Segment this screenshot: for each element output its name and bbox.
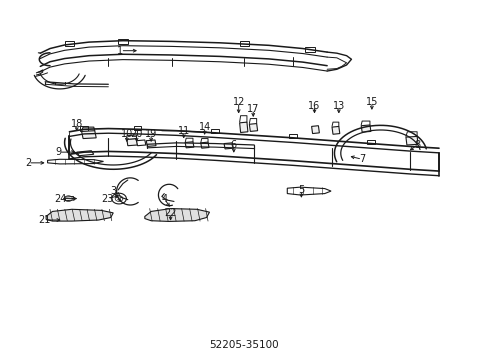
Text: 23: 23 (101, 194, 113, 203)
Text: 52205-35100: 52205-35100 (209, 340, 279, 350)
Text: 8: 8 (413, 140, 419, 150)
Polygon shape (305, 48, 314, 52)
Polygon shape (331, 126, 339, 134)
Text: 11: 11 (177, 126, 189, 136)
Text: 10: 10 (121, 129, 133, 139)
Polygon shape (201, 142, 208, 148)
Text: 2: 2 (25, 158, 31, 168)
Polygon shape (77, 151, 94, 156)
Polygon shape (249, 123, 257, 131)
Polygon shape (47, 159, 103, 164)
Text: 24: 24 (54, 194, 67, 203)
Text: 21: 21 (38, 215, 50, 225)
Text: 6: 6 (230, 140, 236, 150)
Text: 13: 13 (332, 101, 344, 111)
Text: 15: 15 (365, 97, 377, 107)
Polygon shape (211, 129, 219, 133)
Text: 18: 18 (70, 118, 82, 129)
Text: 19: 19 (145, 129, 157, 139)
Polygon shape (146, 140, 156, 147)
Polygon shape (288, 134, 296, 138)
Text: 22: 22 (164, 208, 177, 218)
Polygon shape (311, 126, 319, 134)
Text: 7: 7 (358, 154, 365, 164)
Text: 9: 9 (56, 147, 61, 157)
Polygon shape (80, 126, 88, 131)
Text: 3: 3 (110, 186, 116, 197)
Text: 14: 14 (198, 122, 210, 132)
Polygon shape (361, 125, 370, 132)
Polygon shape (133, 126, 141, 130)
Polygon shape (126, 139, 137, 146)
Text: 17: 17 (246, 104, 259, 114)
Polygon shape (64, 41, 74, 46)
Polygon shape (126, 135, 136, 139)
Polygon shape (405, 136, 417, 145)
Polygon shape (64, 197, 74, 201)
Text: 12: 12 (232, 97, 244, 107)
Polygon shape (239, 122, 247, 132)
Text: 20: 20 (130, 129, 142, 139)
Text: 1: 1 (117, 46, 123, 56)
Text: 16: 16 (308, 101, 320, 111)
Polygon shape (366, 140, 374, 144)
Polygon shape (46, 209, 113, 221)
Polygon shape (185, 142, 194, 148)
Polygon shape (144, 208, 209, 221)
Polygon shape (224, 143, 233, 149)
Polygon shape (239, 41, 249, 46)
Polygon shape (118, 39, 127, 44)
Polygon shape (287, 187, 330, 195)
Text: 5: 5 (298, 185, 304, 195)
Text: 4: 4 (161, 194, 167, 203)
Polygon shape (136, 140, 145, 146)
Polygon shape (81, 131, 96, 139)
